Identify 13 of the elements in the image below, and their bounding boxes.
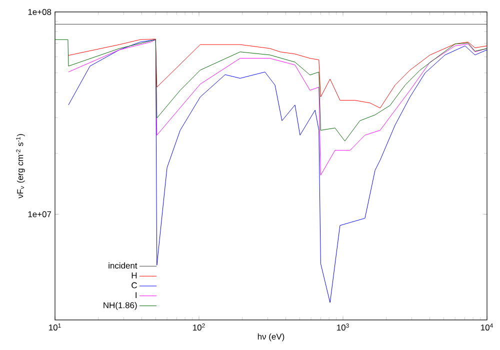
legend-label: NH(1.86): [104, 302, 137, 310]
legend-label: H: [132, 272, 137, 278]
legend-label: incident: [108, 262, 138, 269]
y-axis-title: νF$_{ν}$ (erg cm$^{-2}$ s$^{-1}$): [16, 134, 25, 198]
x-tick-label: 10$^{4}$: [481, 324, 493, 330]
x-tick-label: 10$^{2}$: [193, 324, 205, 331]
x-tick-label: 10$^{1}$: [49, 324, 61, 330]
y-tick-label: 1e+08: [28, 8, 52, 15]
x-tick-label: 10$^{3}$: [337, 324, 349, 331]
legend-label: I: [136, 292, 137, 298]
x-axis-title: hν (eV): [258, 333, 284, 342]
legend-label: C: [132, 282, 137, 288]
y-tick-label: 1e+07: [28, 211, 52, 218]
